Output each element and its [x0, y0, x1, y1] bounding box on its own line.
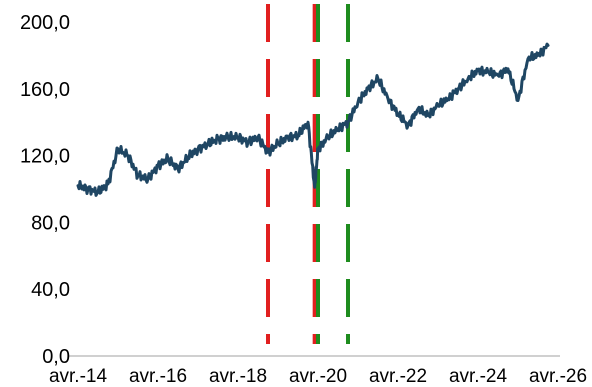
event-lines — [266, 4, 350, 344]
x-tick-label: avr.-20 — [289, 366, 347, 387]
x-axis-ticks: avr.-14 avr.-16 avr.-18 avr.-20 avr.-22 avr.-… — [49, 366, 587, 387]
x-tick-label: avr.-22 — [369, 366, 427, 387]
x-tick-label: avr.-14 — [49, 366, 108, 387]
x-tick-label: avr.-26 — [529, 366, 587, 387]
y-tick-label: 160,0 — [20, 79, 70, 101]
y-tick-label: 120,0 — [20, 146, 70, 168]
x-tick-label: avr.-24 — [449, 366, 508, 387]
series-group — [76, 42, 550, 197]
y-axis-ticks: 0,0 40,0 80,0 120,0 160,0 200,0 — [20, 12, 70, 368]
y-tick-label: 80,0 — [31, 212, 70, 234]
x-tick-label: avr.-16 — [129, 366, 187, 387]
y-tick-label: 40,0 — [31, 279, 70, 301]
x-tick-label: avr.-18 — [209, 366, 267, 387]
y-tick-label: 0,0 — [42, 346, 70, 368]
y-tick-label: 200,0 — [20, 12, 70, 34]
series-line-0 — [76, 42, 550, 197]
